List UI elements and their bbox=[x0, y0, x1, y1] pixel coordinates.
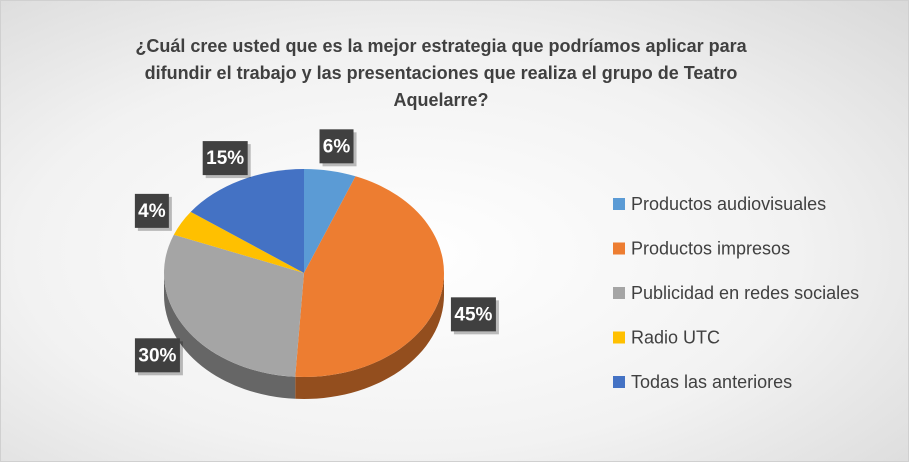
legend-label: Todas las anteriores bbox=[631, 372, 792, 392]
slice-side bbox=[164, 273, 296, 399]
slice bbox=[304, 169, 356, 273]
legend-label: Productos impresos bbox=[631, 238, 790, 258]
legend-swatch bbox=[613, 287, 625, 299]
data-label: 6% bbox=[323, 136, 351, 157]
data-label-box bbox=[450, 297, 496, 332]
slice bbox=[164, 234, 304, 377]
data-label-box bbox=[134, 338, 180, 373]
slice bbox=[190, 169, 304, 273]
data-label: 15% bbox=[206, 148, 244, 169]
legend-swatch bbox=[613, 376, 625, 388]
slice bbox=[173, 211, 304, 273]
chart-title: ¿Cuál cree usted que es la mejor estrate… bbox=[135, 36, 747, 110]
legend-swatch bbox=[613, 331, 625, 344]
legend-label: Publicidad en redes sociales bbox=[631, 283, 859, 303]
data-label: 30% bbox=[138, 345, 176, 366]
legend-label: Productos audiovisuales bbox=[631, 194, 826, 214]
data-label-box bbox=[319, 129, 354, 164]
slice bbox=[295, 176, 445, 377]
legend-swatch bbox=[613, 242, 625, 255]
data-label: 4% bbox=[138, 201, 166, 222]
data-label: 45% bbox=[454, 304, 492, 325]
legend-swatch bbox=[613, 198, 625, 210]
data-label-box bbox=[134, 193, 169, 228]
slice-side bbox=[295, 273, 444, 399]
data-label-box bbox=[202, 141, 248, 176]
legend-label: Radio UTC bbox=[631, 327, 720, 347]
